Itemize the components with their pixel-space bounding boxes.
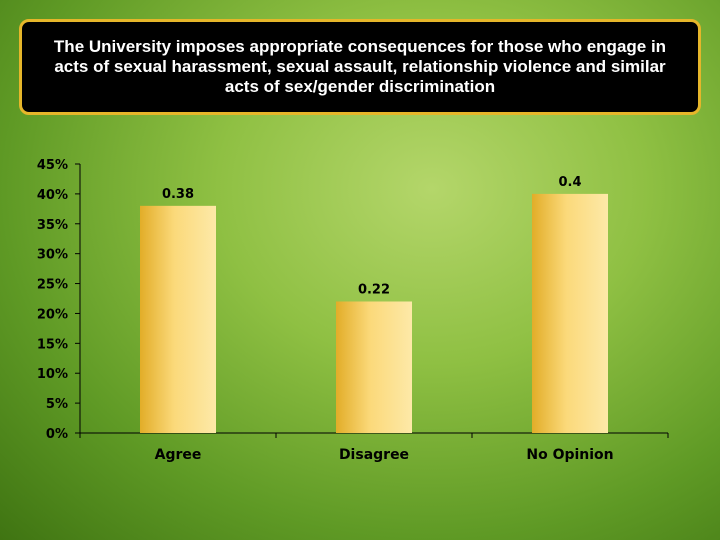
category-label: Agree <box>155 447 202 463</box>
data-label: 0.4 <box>558 175 581 190</box>
y-tick-label: 30% <box>37 248 68 263</box>
y-tick-label: 5% <box>46 397 68 412</box>
bar-disagree <box>336 301 412 433</box>
data-label: 0.22 <box>358 282 390 297</box>
bar-no-opinion <box>532 193 608 433</box>
data-label: 0.38 <box>162 187 194 202</box>
y-tick-label: 15% <box>37 337 68 352</box>
y-tick-label: 25% <box>37 278 68 293</box>
y-tick-label: 45% <box>37 158 68 173</box>
y-tick-label: 20% <box>37 307 68 322</box>
category-label: Disagree <box>339 447 409 463</box>
y-tick-label: 10% <box>37 367 68 382</box>
y-tick-label: 0% <box>46 427 68 442</box>
chart-title: The University imposes appropriate conse… <box>53 37 667 96</box>
bar-agree <box>140 205 216 433</box>
category-label: No Opinion <box>526 447 613 463</box>
chart-title-box: The University imposes appropriate conse… <box>19 19 701 115</box>
y-tick-label: 40% <box>37 188 68 203</box>
y-tick-label: 35% <box>37 218 68 233</box>
